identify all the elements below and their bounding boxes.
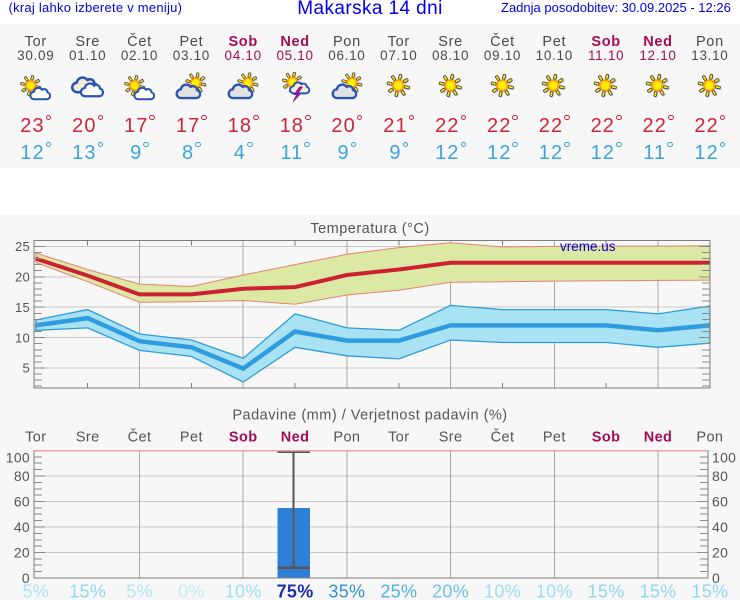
svg-text:Sob: Sob	[592, 430, 621, 446]
svg-text:Ned: Ned	[644, 430, 673, 446]
svg-text:5: 5	[22, 361, 30, 376]
svg-text:75%: 75%	[277, 582, 314, 600]
svg-text:80: 80	[712, 468, 728, 484]
svg-text:Tor: Tor	[25, 430, 46, 446]
svg-text:20: 20	[712, 545, 728, 561]
svg-text:Padavine (mm) / Verjetnost pad: Padavine (mm) / Verjetnost padavin (%)	[232, 408, 507, 424]
svg-text:40: 40	[712, 519, 728, 535]
svg-text:0%: 0%	[178, 582, 205, 600]
svg-text:20: 20	[14, 545, 30, 561]
svg-text:10%: 10%	[225, 582, 262, 600]
svg-text:5%: 5%	[22, 582, 49, 600]
svg-text:15%: 15%	[588, 582, 625, 600]
svg-text:20: 20	[15, 270, 30, 285]
svg-text:60: 60	[14, 494, 30, 510]
svg-text:100: 100	[712, 449, 736, 465]
svg-text:100: 100	[6, 449, 30, 465]
svg-text:Čet: Čet	[491, 429, 515, 446]
svg-text:5%: 5%	[126, 582, 153, 600]
svg-text:35%: 35%	[328, 582, 365, 600]
svg-text:vreme.us: vreme.us	[560, 239, 616, 254]
svg-text:Pon: Pon	[333, 430, 360, 446]
svg-text:0: 0	[712, 570, 720, 586]
svg-text:Sre: Sre	[76, 430, 100, 446]
svg-text:10%: 10%	[536, 582, 573, 600]
svg-text:Pet: Pet	[180, 430, 203, 446]
svg-text:Pet: Pet	[543, 430, 566, 446]
svg-text:Pon: Pon	[696, 430, 723, 446]
svg-text:10%: 10%	[484, 582, 521, 600]
svg-text:Sob: Sob	[229, 430, 258, 446]
svg-text:25: 25	[15, 239, 30, 254]
svg-text:15%: 15%	[691, 582, 728, 600]
svg-text:Temperatura (°C): Temperatura (°C)	[310, 221, 429, 237]
svg-text:20%: 20%	[432, 582, 469, 600]
svg-text:60: 60	[712, 494, 728, 510]
svg-text:80: 80	[14, 468, 30, 484]
svg-text:15%: 15%	[640, 582, 677, 600]
svg-text:15: 15	[15, 300, 30, 315]
svg-text:40: 40	[14, 519, 30, 535]
svg-text:0: 0	[22, 570, 30, 586]
svg-text:Ned: Ned	[281, 430, 310, 446]
svg-text:Sre: Sre	[439, 430, 463, 446]
svg-text:15%: 15%	[69, 582, 106, 600]
svg-text:25%: 25%	[380, 582, 417, 600]
svg-text:Tor: Tor	[388, 430, 409, 446]
svg-text:10: 10	[15, 330, 30, 345]
svg-text:Čet: Čet	[128, 429, 152, 446]
